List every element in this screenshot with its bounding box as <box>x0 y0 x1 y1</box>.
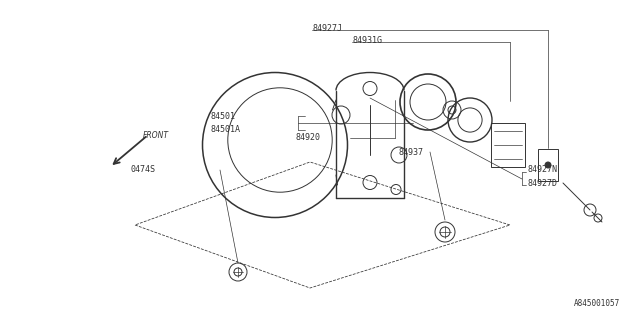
Circle shape <box>545 162 551 168</box>
Text: 84937: 84937 <box>398 148 423 156</box>
Text: A845001057: A845001057 <box>573 299 620 308</box>
Text: 84931G: 84931G <box>352 36 382 44</box>
Text: FRONT: FRONT <box>143 131 169 140</box>
Text: 0474S: 0474S <box>130 164 155 173</box>
Text: 84501A: 84501A <box>210 124 240 133</box>
Text: 84927N: 84927N <box>528 164 558 173</box>
Text: 84501: 84501 <box>210 111 235 121</box>
Text: 84920: 84920 <box>295 132 320 141</box>
Bar <box>491 123 525 167</box>
Text: 84927J: 84927J <box>312 23 342 33</box>
Bar <box>538 149 558 181</box>
Text: 84927D: 84927D <box>528 179 558 188</box>
